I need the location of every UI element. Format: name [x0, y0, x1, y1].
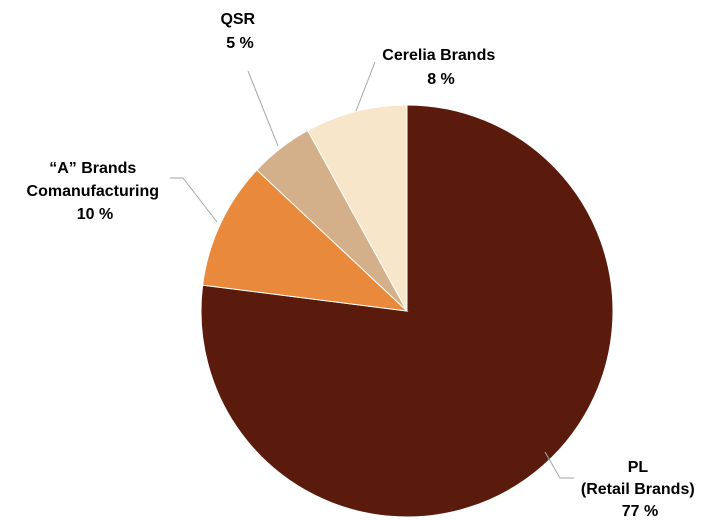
slice-label-qsr: QSR 5 % — [220, 11, 259, 52]
slice-label-a-brands: “A” Brands Comanufacturing 10 % — [27, 160, 164, 223]
leader-line-pl — [544, 451, 574, 479]
pie-slice-cerelia — [307, 104, 408, 312]
pie-slices — [200, 104, 614, 518]
leader-line-a-brands — [170, 177, 218, 223]
leader-lines — [170, 61, 574, 479]
slice-labels: PL (Retail Brands) 77 % “A” Brands Coman… — [27, 11, 699, 520]
pie-slice-a-brands — [202, 169, 409, 312]
leader-line-qsr — [247, 70, 279, 147]
leader-line-cerelia — [355, 61, 376, 112]
slice-label-pl: PL (Retail Brands) 77 % — [581, 459, 699, 520]
pie-slice-pl — [200, 104, 614, 518]
slice-label-cerelia: Cerelia Brands 8 % — [382, 47, 499, 88]
